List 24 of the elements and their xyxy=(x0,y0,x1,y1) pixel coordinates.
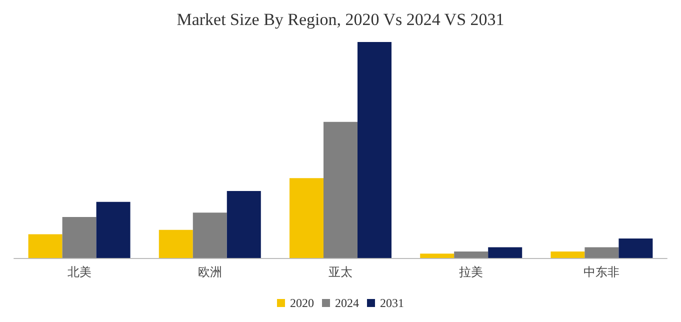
bar xyxy=(454,252,488,258)
bar xyxy=(62,216,96,258)
legend-label: 2020 xyxy=(290,296,314,310)
x-tick-label: 亚太 xyxy=(328,265,352,279)
x-tick-label: 欧洲 xyxy=(198,265,222,279)
bar xyxy=(358,42,392,258)
bar xyxy=(618,238,653,258)
bar xyxy=(420,254,454,258)
x-tick-label: 北美 xyxy=(67,265,92,279)
bar xyxy=(488,247,522,258)
legend-label: 2024 xyxy=(335,296,359,310)
chart-title: Market Size By Region, 2020 Vs 2024 VS 2031 xyxy=(176,10,504,29)
bar xyxy=(28,234,62,258)
x-tick-label: 中东非 xyxy=(584,265,620,279)
bar xyxy=(192,212,227,258)
bar xyxy=(158,230,193,258)
bar xyxy=(324,122,358,258)
bar xyxy=(290,178,324,258)
bar xyxy=(584,247,619,258)
bar xyxy=(96,202,130,258)
legend-label: 2031 xyxy=(380,296,404,310)
bar xyxy=(226,191,261,258)
x-tick-label: 拉美 xyxy=(459,265,484,279)
bar xyxy=(550,252,585,258)
